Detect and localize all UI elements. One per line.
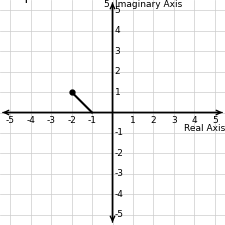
Text: -3: -3	[115, 169, 124, 178]
Text: 3: 3	[115, 47, 120, 56]
Text: 1: 1	[115, 88, 120, 97]
Text: -4: -4	[115, 190, 124, 199]
Text: 4: 4	[191, 116, 197, 125]
Text: -2: -2	[67, 116, 76, 125]
Text: Imaginary Axis: Imaginary Axis	[115, 0, 182, 9]
Text: 5: 5	[212, 116, 218, 125]
Text: -3: -3	[47, 116, 56, 125]
Text: -1: -1	[88, 116, 97, 125]
Text: -5: -5	[6, 116, 15, 125]
Text: Real Axis: Real Axis	[184, 124, 225, 133]
Text: 4: 4	[115, 26, 120, 35]
Text: 1: 1	[130, 116, 136, 125]
Text: Graph A: Graph A	[2, 0, 53, 3]
Text: 3: 3	[171, 116, 177, 125]
Text: 5: 5	[104, 0, 109, 9]
Text: -4: -4	[26, 116, 35, 125]
Text: -1: -1	[115, 128, 124, 137]
Text: 2: 2	[151, 116, 156, 125]
Text: -5: -5	[115, 210, 124, 219]
Text: -2: -2	[115, 149, 124, 158]
Text: 2: 2	[115, 67, 120, 76]
Text: 5: 5	[115, 6, 120, 15]
